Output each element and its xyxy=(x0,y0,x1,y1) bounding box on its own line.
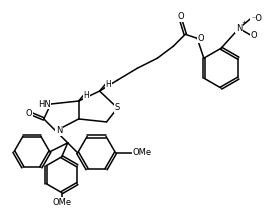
Text: O: O xyxy=(197,34,204,43)
Text: HN: HN xyxy=(38,99,51,108)
Text: N: N xyxy=(56,126,62,135)
Text: O: O xyxy=(25,109,32,118)
Text: O: O xyxy=(178,12,185,21)
Text: N: N xyxy=(236,24,242,33)
Text: O: O xyxy=(251,31,258,40)
Text: S: S xyxy=(115,104,120,112)
Text: H: H xyxy=(84,91,89,99)
Text: OMe: OMe xyxy=(133,148,152,157)
Text: +: + xyxy=(241,20,246,25)
Text: ⁻O: ⁻O xyxy=(251,14,262,23)
Text: OMe: OMe xyxy=(52,198,71,207)
Text: H: H xyxy=(106,80,111,89)
